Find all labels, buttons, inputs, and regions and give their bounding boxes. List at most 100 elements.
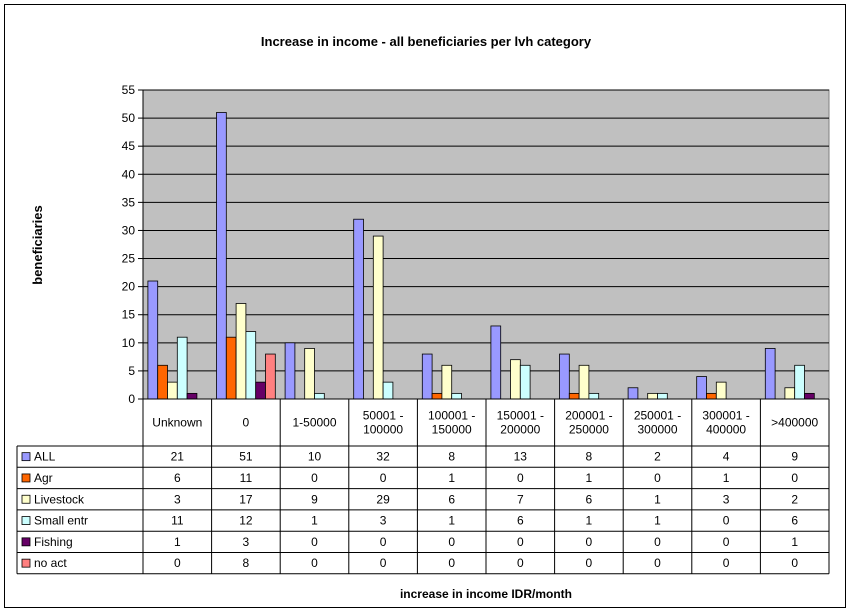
data-label: 6 (791, 514, 798, 528)
legend-entry: no act (34, 556, 67, 570)
x-axis-label: increase in income IDR/month (400, 587, 572, 601)
x-tick-label: 200000 (500, 423, 540, 437)
data-label: 0 (723, 535, 730, 549)
y-tick-label: 45 (122, 139, 136, 153)
bar-all (147, 280, 159, 400)
data-label: 2 (654, 450, 661, 464)
y-tick-label: 55 (122, 83, 136, 97)
bar-livestock (235, 303, 247, 400)
data-label: 51 (239, 450, 253, 464)
data-label: 13 (514, 450, 528, 464)
bar-no-act (265, 353, 276, 400)
data-label: 1 (311, 514, 318, 528)
legend-entry: Small entr (34, 514, 88, 528)
x-tick-label: 100001 - (428, 409, 475, 423)
data-label: 8 (586, 450, 593, 464)
x-tick-label: Unknown (152, 416, 202, 430)
x-tick-label: 0 (243, 416, 250, 430)
bar-livestock (510, 359, 521, 400)
x-tick-label: 300000 (637, 423, 677, 437)
chart-title: Increase in income - all beneficiaries p… (261, 34, 592, 49)
x-tick-label: 400000 (706, 423, 746, 437)
data-label: 1 (448, 471, 455, 485)
data-label: 0 (517, 535, 524, 549)
data-label: 2 (791, 492, 798, 506)
data-label: 0 (380, 556, 387, 570)
bar-livestock (578, 364, 590, 400)
data-label: 0 (380, 471, 387, 485)
data-label: 0 (791, 556, 798, 570)
data-label: 8 (243, 556, 250, 570)
data-label: 6 (517, 514, 524, 528)
data-label: 8 (448, 450, 455, 464)
data-label: 12 (239, 514, 253, 528)
y-tick-label: 25 (122, 252, 136, 266)
bar-agr (225, 336, 237, 400)
data-label: 10 (308, 450, 322, 464)
x-tick-label: 100000 (363, 423, 403, 437)
bar-all (421, 353, 433, 400)
data-label: 1 (654, 492, 661, 506)
x-tick-label: 250001 - (634, 409, 681, 423)
y-tick-label: 10 (122, 336, 136, 350)
bar-fishing (186, 392, 198, 400)
bar-small-entr (245, 331, 257, 400)
y-tick-label: 35 (122, 195, 136, 209)
x-tick-label: >400000 (771, 416, 818, 430)
bar-small-entr (588, 392, 600, 400)
legend-swatch (21, 494, 31, 504)
legend-entry: ALL (34, 450, 56, 464)
bar-all (627, 387, 639, 400)
bar-small-entr (519, 364, 531, 400)
bar-all (559, 353, 570, 400)
bar-small-entr (794, 364, 805, 400)
legend-entry: Livestock (34, 492, 85, 506)
data-label: 0 (448, 556, 455, 570)
data-label: 6 (174, 471, 181, 485)
data-label: 0 (723, 556, 730, 570)
bar-all (764, 348, 776, 400)
data-label: 1 (448, 514, 455, 528)
bar-livestock (167, 381, 178, 400)
data-label: 17 (239, 492, 253, 506)
bar-all (216, 112, 227, 400)
bar-small-entr (451, 392, 462, 400)
y-tick-label: 30 (122, 223, 136, 237)
data-label: 0 (723, 514, 730, 528)
bar-livestock (441, 364, 453, 400)
data-label: 0 (311, 535, 318, 549)
x-tick-label: 250000 (569, 423, 609, 437)
data-label: 0 (517, 556, 524, 570)
x-tick-label: 50001 - (363, 409, 404, 423)
data-label: 0 (380, 535, 387, 549)
y-tick-label: 50 (122, 111, 136, 125)
bar-all (353, 218, 364, 400)
y-tick-label: 40 (122, 167, 136, 181)
x-tick-label: 1-50000 (292, 416, 336, 430)
legend-entry: Agr (34, 471, 53, 485)
data-label: 0 (174, 556, 181, 570)
data-label: 3 (174, 492, 181, 506)
data-label: 0 (517, 471, 524, 485)
data-label: 32 (376, 450, 390, 464)
data-label: 1 (586, 514, 593, 528)
data-label: 0 (586, 556, 593, 570)
bar-agr (706, 392, 717, 400)
bar-agr (568, 392, 580, 400)
data-label: 0 (654, 535, 661, 549)
y-tick-label: 15 (122, 308, 136, 322)
data-label: 21 (171, 450, 185, 464)
x-tick-label: 150000 (432, 423, 472, 437)
legend-swatch (21, 537, 31, 547)
data-label: 6 (586, 492, 593, 506)
data-label: 3 (243, 535, 250, 549)
bar-small-entr (176, 336, 188, 400)
data-label: 0 (448, 535, 455, 549)
data-label: 4 (723, 450, 730, 464)
bar-small-entr (657, 392, 668, 400)
data-label: 1 (723, 471, 730, 485)
bar-livestock (647, 392, 658, 400)
y-axis-label: beneficiaries (30, 205, 45, 285)
data-label: 6 (448, 492, 455, 506)
bar-livestock (784, 387, 796, 400)
